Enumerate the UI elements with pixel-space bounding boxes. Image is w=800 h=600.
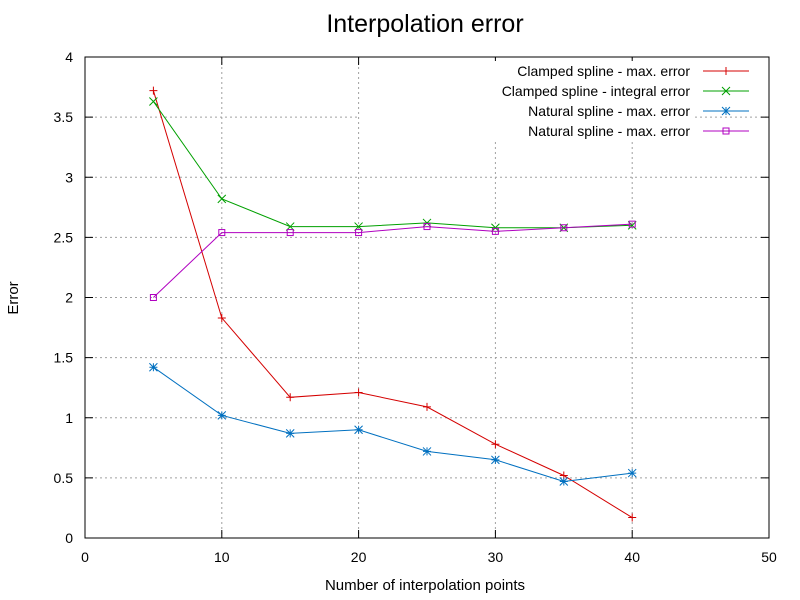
legend-label: Natural spline - max. error: [528, 123, 690, 139]
legend-label: Clamped spline - max. error: [517, 63, 690, 79]
x-tick-label: 40: [624, 549, 640, 565]
legend-marker: [722, 127, 730, 135]
y-tick-label: 2.5: [54, 229, 74, 245]
data-point: [285, 429, 295, 438]
data-point: [217, 410, 227, 420]
legend-item: Natural spline - max. error: [360, 121, 749, 139]
legend-marker: [721, 106, 731, 116]
series-4: [149, 220, 636, 301]
legend-item-background: [360, 61, 692, 79]
chart-title: Interpolation error: [326, 10, 523, 38]
legend-label: Natural spline - max. error: [528, 103, 690, 119]
data-point: [354, 388, 363, 397]
data-point: [149, 86, 158, 95]
data-point: [628, 513, 637, 522]
data-point: [422, 447, 432, 456]
x-tick-label: 50: [761, 549, 777, 565]
data-point: [218, 229, 226, 237]
y-tick-label: 0: [65, 530, 73, 546]
data-point: [423, 223, 431, 231]
data-point: [286, 229, 294, 237]
data-point: [217, 194, 227, 204]
x-tick-label: 30: [488, 549, 504, 565]
data-point: [354, 425, 363, 435]
data-point: [423, 402, 431, 411]
y-tick-label: 2: [65, 290, 73, 306]
series-3: [149, 362, 637, 486]
legend-label: Clamped spline - integral error: [502, 83, 691, 99]
legend: Clamped spline - max. error Clamped splin…: [360, 61, 749, 139]
legend-item-background: [360, 81, 692, 99]
y-tick-label: 3.5: [54, 109, 74, 125]
y-tick-label: 1.5: [54, 350, 74, 366]
legend-item-background: [360, 121, 692, 139]
series-line: [153, 366, 633, 483]
legend-marker: [722, 67, 730, 75]
data-point: [491, 440, 500, 449]
series-line: [152, 90, 633, 519]
series-line: [153, 223, 633, 298]
data-point: [627, 468, 637, 478]
data-point: [149, 294, 157, 301]
legend-item: Clamped spline - max. error: [360, 61, 749, 79]
data-point: [286, 393, 295, 402]
data-point: [559, 477, 569, 486]
series-layer: [149, 86, 637, 522]
axis-ticks: 00.511.522.533.540 10 20 30 40 50: [54, 49, 777, 565]
data-point: [149, 97, 158, 106]
data-point: [491, 455, 500, 465]
legend-item: Clamped spline - integral error: [360, 81, 749, 99]
y-tick-label: 3: [65, 169, 73, 185]
data-point: [149, 362, 158, 372]
series-line: [152, 101, 633, 229]
data-point: [560, 224, 568, 232]
legend-item: Natural spline - max. error: [360, 101, 749, 119]
data-point: [217, 313, 226, 322]
legend-item-background: [360, 101, 692, 119]
data-point: [355, 229, 363, 237]
x-tick-label: 0: [81, 549, 89, 565]
y-tick-label: 1: [65, 410, 73, 426]
x-tick-label: 10: [214, 549, 230, 565]
series-1: [149, 86, 637, 522]
data-point: [491, 227, 499, 235]
legend-marker: [721, 86, 731, 96]
data-point: [628, 220, 636, 228]
y-tick-label: 0.5: [54, 470, 74, 486]
x-tick-label: 20: [351, 549, 367, 565]
y-axis-label: Error: [5, 281, 22, 314]
x-axis-label: Number of interpolation points: [325, 577, 525, 594]
y-tick-label: 4: [65, 49, 73, 65]
